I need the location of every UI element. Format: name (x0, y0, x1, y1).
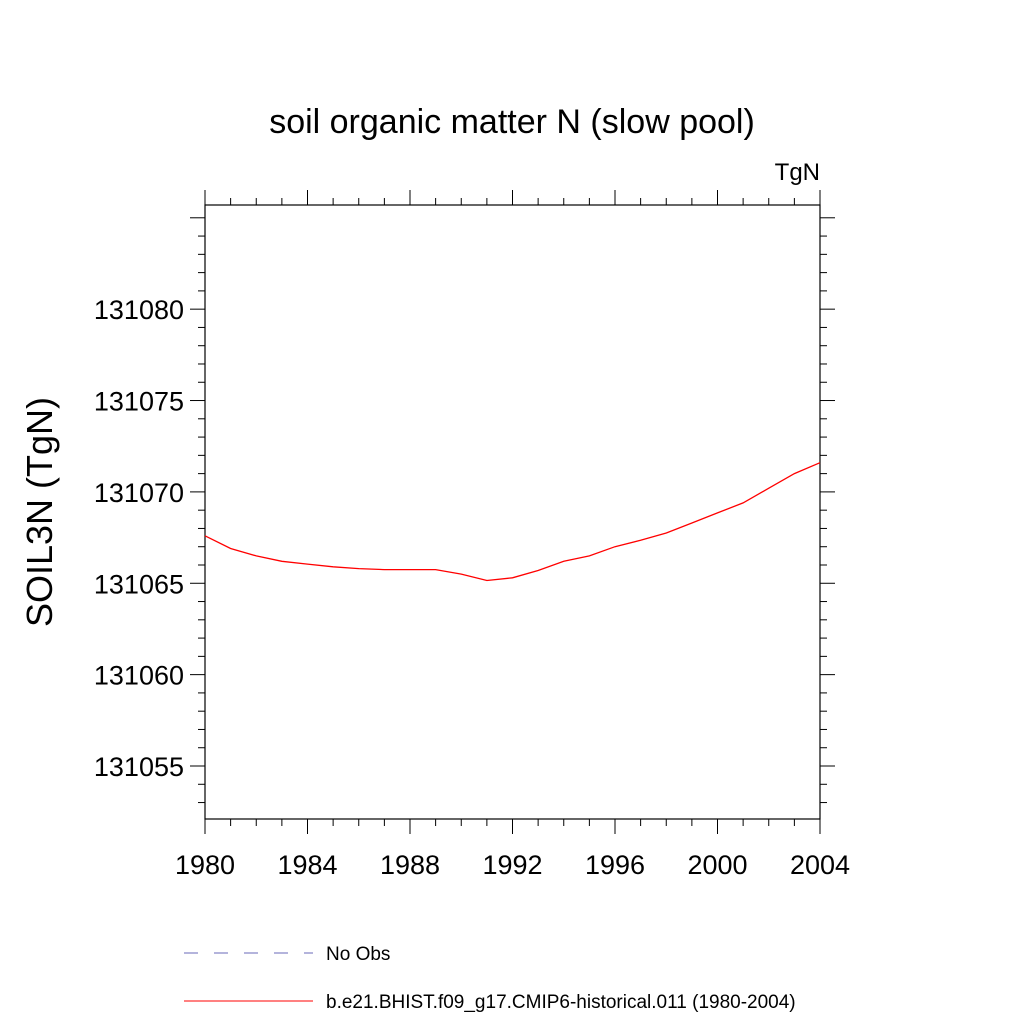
legend-label: b.e21.BHIST.f09_g17.CMIP6-historical.011… (326, 992, 796, 1013)
axis-ticks: 1980 1984 1988 1992 1996 2000 2004 131055 131060… (94, 190, 850, 880)
x-tick-label: 1988 (380, 850, 440, 880)
y-tick-label: 131055 (94, 752, 184, 782)
y-axis-label: SOIL3N (TgN) (19, 397, 60, 627)
x-tick-label: 1984 (277, 850, 337, 880)
legend: No Obs b.e21.BHIST.f09_g17.CMIP6-historic… (184, 944, 796, 1013)
y-tick-label: 131065 (94, 569, 184, 599)
legend-label: No Obs (326, 944, 390, 965)
units-label: TgN (775, 159, 820, 186)
y-tick-label: 131070 (94, 478, 184, 508)
x-tick-label: 2004 (790, 850, 850, 880)
y-tick-label: 131075 (94, 387, 184, 417)
x-tick-label: 1992 (482, 850, 542, 880)
series-line (204, 462, 821, 582)
y-tick-label: 131080 (94, 295, 184, 325)
x-tick-label: 2000 (687, 850, 747, 880)
series-layer (204, 462, 821, 582)
plot-frame (204, 204, 821, 820)
x-tick-label: 1980 (175, 850, 235, 880)
y-tick-label: 131060 (94, 661, 184, 691)
chart-title: soil organic matter N (slow pool) (269, 103, 755, 141)
x-tick-label: 1996 (585, 850, 645, 880)
